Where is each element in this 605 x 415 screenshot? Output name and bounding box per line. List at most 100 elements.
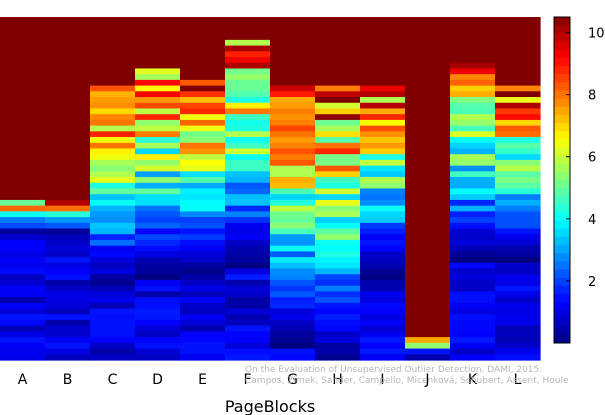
heat-cell xyxy=(225,137,271,144)
heat-cell xyxy=(405,297,451,304)
colorbar-segment xyxy=(554,245,570,254)
heat-cell xyxy=(135,199,181,207)
heat-cell xyxy=(360,51,406,58)
heat-cell xyxy=(0,102,46,110)
heat-cell xyxy=(360,274,406,281)
heat-cell xyxy=(495,268,541,275)
colorbar-tick-labels: 2 4 6 8 10 xyxy=(566,27,605,290)
heat-cell xyxy=(180,57,226,64)
heat-cell xyxy=(270,211,316,218)
colorbar-segment xyxy=(554,82,570,91)
heat-cell xyxy=(90,142,136,150)
colorbar-segment xyxy=(554,155,570,165)
x-tick-label: I xyxy=(380,372,384,388)
heat-cell xyxy=(45,22,91,30)
heat-cell xyxy=(0,302,46,310)
heat-cell xyxy=(0,74,46,81)
heat-cell xyxy=(450,251,496,258)
heat-cell xyxy=(405,211,451,218)
heat-cell xyxy=(90,51,136,58)
heat-cell xyxy=(135,279,181,287)
heat-cell xyxy=(495,337,541,344)
heat-cell xyxy=(360,228,406,235)
heat-cell xyxy=(0,308,46,315)
heat-cell xyxy=(450,68,496,75)
heat-cell xyxy=(135,119,181,127)
heat-cell xyxy=(315,325,361,333)
heat-cell xyxy=(225,119,271,127)
heat-cell xyxy=(405,354,451,361)
heat-cell xyxy=(495,114,541,121)
heat-cell xyxy=(180,274,226,281)
heat-cell xyxy=(0,137,46,144)
heat-cell xyxy=(495,239,541,247)
heat-cell xyxy=(90,154,136,161)
heat-cell xyxy=(180,331,226,338)
heat-cell xyxy=(225,217,271,224)
heat-cell xyxy=(225,165,271,172)
heat-cell xyxy=(135,91,181,98)
heat-cell xyxy=(360,57,406,64)
heat-cell xyxy=(315,182,361,190)
heat-cell xyxy=(495,325,541,333)
heat-cell xyxy=(90,354,136,361)
heat-cell xyxy=(45,102,91,110)
x-tick-label: K xyxy=(468,372,478,388)
heat-cell xyxy=(0,222,46,230)
heat-cell xyxy=(495,211,541,218)
heat-cell xyxy=(315,308,361,315)
heat-cell xyxy=(90,302,136,310)
heat-cell xyxy=(360,257,406,264)
heat-cell xyxy=(450,22,496,30)
heat-cell xyxy=(495,314,541,321)
heat-cell xyxy=(405,39,451,47)
heat-cell xyxy=(495,159,541,167)
heat-cell xyxy=(360,91,406,98)
heat-cell xyxy=(225,142,271,150)
heat-cell xyxy=(225,57,271,64)
colorbar-segment xyxy=(554,285,570,295)
heat-cell xyxy=(45,257,91,264)
heat-cell xyxy=(360,154,406,161)
heat-cell xyxy=(495,165,541,172)
heat-cell xyxy=(495,125,541,132)
heat-cell xyxy=(315,142,361,150)
heat-cell xyxy=(450,62,496,70)
heat-cell xyxy=(450,319,496,327)
heat-cell xyxy=(270,22,316,30)
heat-cell xyxy=(225,262,271,270)
heat-cell xyxy=(270,217,316,224)
heat-cell xyxy=(495,285,541,292)
heat-cell xyxy=(225,314,271,321)
heat-cell xyxy=(315,97,361,104)
heat-cell xyxy=(315,119,361,127)
heat-cell xyxy=(495,257,541,264)
heat-cell xyxy=(405,154,451,161)
heat-cell xyxy=(225,319,271,327)
heat-cell xyxy=(495,354,541,361)
heat-cell xyxy=(450,205,496,212)
heat-cell xyxy=(225,308,271,315)
heat-cell xyxy=(495,217,541,224)
heat-cell xyxy=(360,188,406,195)
heat-cell xyxy=(360,159,406,167)
heat-cell xyxy=(90,279,136,287)
heat-cell xyxy=(45,285,91,292)
heat-cell xyxy=(450,148,496,155)
heat-cell xyxy=(0,217,46,224)
heat-cell xyxy=(135,102,181,110)
heat-cell xyxy=(45,314,91,321)
heat-cell xyxy=(495,308,541,315)
heat-cell xyxy=(45,171,91,178)
heat-cell xyxy=(135,285,181,292)
heat-cell xyxy=(180,222,226,230)
heat-cell xyxy=(315,302,361,310)
heat-cell xyxy=(270,245,316,252)
heat-cell xyxy=(315,51,361,58)
heat-cell xyxy=(450,102,496,110)
heat-cell xyxy=(450,285,496,292)
heat-cell xyxy=(360,279,406,287)
colorbar-segment xyxy=(554,147,570,157)
heat-cell xyxy=(315,285,361,292)
heat-cell xyxy=(0,314,46,321)
